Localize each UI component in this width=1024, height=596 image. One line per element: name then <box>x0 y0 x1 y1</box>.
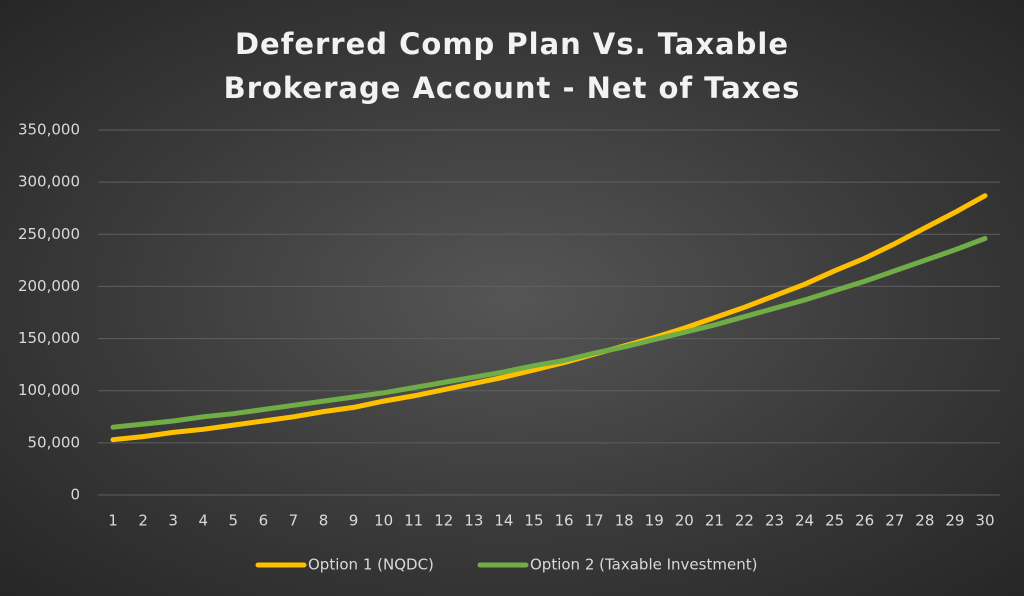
x-tick-label: 11 <box>404 512 423 530</box>
x-tick-label: 7 <box>289 512 299 530</box>
x-tick-label: 26 <box>855 512 874 530</box>
x-tick-label: 13 <box>464 512 483 530</box>
x-tick-label: 5 <box>229 512 239 530</box>
y-tick-label: 200,000 <box>18 277 80 295</box>
x-tick-label: 16 <box>554 512 573 530</box>
series-line <box>110 193 988 443</box>
y-tick-label: 300,000 <box>18 173 80 191</box>
x-tick-label: 14 <box>494 512 513 530</box>
x-tick-label: 22 <box>735 512 754 530</box>
x-tick-label: 28 <box>915 512 934 530</box>
x-tick-label: 10 <box>374 512 393 530</box>
chart-title: Deferred Comp Plan Vs. Taxable Brokerage… <box>223 27 801 105</box>
x-tick-label: 29 <box>945 512 964 530</box>
y-tick-label: 150,000 <box>18 329 80 347</box>
x-tick-label: 9 <box>349 512 359 530</box>
x-tick-label: 23 <box>765 512 784 530</box>
x-tick-label: 20 <box>675 512 694 530</box>
x-tick-label: 25 <box>825 512 844 530</box>
x-tick-label: 30 <box>975 512 994 530</box>
x-tick-label: 4 <box>198 512 208 530</box>
x-tick-label: 2 <box>138 512 148 530</box>
x-tick-label: 15 <box>524 512 543 530</box>
legend-label: Option 2 (Taxable Investment) <box>530 556 757 574</box>
x-tick-label: 12 <box>434 512 453 530</box>
series-line <box>110 236 988 430</box>
x-tick-label: 18 <box>615 512 634 530</box>
x-tick-label: 27 <box>885 512 904 530</box>
x-tick-label: 19 <box>645 512 664 530</box>
x-tick-label: 3 <box>168 512 178 530</box>
x-tick-label: 6 <box>259 512 269 530</box>
x-tick-label: 8 <box>319 512 329 530</box>
x-tick-label: 17 <box>585 512 604 530</box>
y-tick-label: 350,000 <box>18 121 80 139</box>
y-tick-label: 100,000 <box>18 381 80 399</box>
y-tick-label: 50,000 <box>28 433 81 451</box>
legend-label: Option 1 (NQDC) <box>308 556 434 574</box>
y-tick-label: 250,000 <box>18 225 80 243</box>
x-tick-label: 21 <box>705 512 724 530</box>
x-tick-label: 24 <box>795 512 814 530</box>
x-tick-label: 1 <box>108 512 118 530</box>
y-tick-label: 0 <box>70 486 80 504</box>
